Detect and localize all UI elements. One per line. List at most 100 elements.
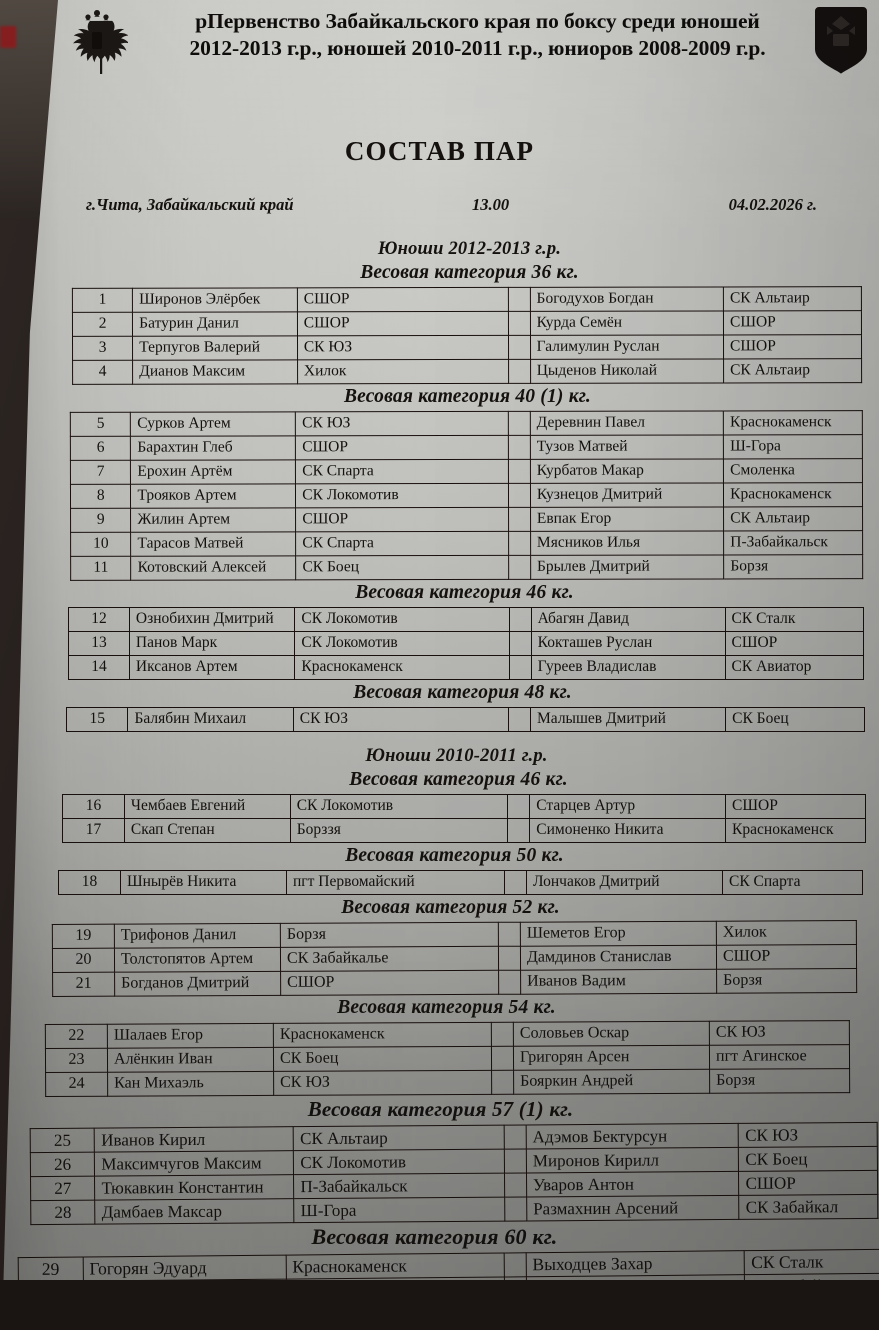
- blue-boxer-club: пгт Агинское: [709, 1044, 850, 1070]
- blue-boxer-name: Иванов Вадим: [520, 969, 717, 995]
- row-number: 3: [72, 336, 133, 361]
- row-number: 31: [19, 1305, 84, 1330]
- row-number: 2: [72, 312, 133, 337]
- red-boxer-club: СК Локомотив: [294, 631, 510, 656]
- row-number: 30: [18, 1281, 83, 1306]
- corner-spacer: [504, 1148, 527, 1174]
- red-boxer-club: СК Забайкалье: [280, 946, 499, 972]
- red-boxer-club: Ш-Гора: [294, 1197, 506, 1223]
- red-boxer-club: СК Локомотив: [294, 607, 510, 632]
- corner-spacer: [507, 818, 531, 843]
- corner-spacer: [508, 531, 531, 556]
- red-boxer-name: Батурин Данил: [132, 311, 298, 337]
- corner-spacer: [508, 359, 531, 384]
- red-boxer-name: Дианов Максим: [132, 359, 298, 385]
- row-number: 23: [45, 1048, 108, 1073]
- pairs-table: 12 Ознобихин Дмитрий СК Локомотив Абагян Да…: [68, 607, 865, 680]
- row-number: 25: [30, 1128, 95, 1153]
- row-number: 1: [72, 288, 133, 313]
- zabaykalsky-krai-coat-of-arms: [813, 4, 869, 80]
- blue-boxer-name: Лончаков Дмитрий: [526, 870, 723, 895]
- row-number: 21: [52, 972, 115, 997]
- weight-category-heading: Весовая категория 48 кг.: [353, 682, 572, 703]
- weight-category-heading: Весовая категория 57 (1) кг.: [307, 1097, 574, 1121]
- red-boxer-club: СК Спарта: [295, 459, 509, 484]
- weight-category-heading: Весовая категория 52 кг.: [341, 897, 560, 918]
- row-number: 10: [70, 532, 132, 557]
- blue-boxer-club: СШОР: [716, 944, 857, 970]
- row-number: 19: [52, 924, 115, 949]
- red-boxer-name: Чембаев Евгений: [123, 794, 291, 819]
- blue-boxer-club: СШОР: [723, 310, 862, 335]
- blue-boxer-club: СШОР: [738, 1170, 878, 1196]
- red-boxer-club: П-Забайкальск: [293, 1173, 505, 1199]
- blue-boxer-name: Тузов Матвей: [530, 434, 724, 460]
- corner-spacer: [508, 607, 532, 632]
- pairs-table: 29 Гогорян Эдуард Краснокаменск Выходцев За…: [18, 1249, 879, 1330]
- table-row: 5 Сурков Артем СК ЮЗ Деревнин Павел Краснока…: [70, 410, 863, 437]
- red-boxer-club: Хилок: [285, 1276, 505, 1280]
- weight-category-section: 5 Сурков Артем СК ЮЗ Деревнин Павел Краснока…: [70, 410, 863, 581]
- blue-boxer-club: СК Забайкал: [739, 1194, 878, 1220]
- blue-boxer-club: СК Спарта: [722, 870, 863, 895]
- table-row: 10 Тарасов Матвей СК Спарта Мясников Илья П-…: [70, 530, 863, 557]
- blue-boxer-club: Краснокаменск: [723, 482, 863, 507]
- weight-category-section: 29 Гогорян Эдуард Краснокаменск Выходцев За…: [18, 1249, 879, 1330]
- red-boxer-name: Кан Михаэль: [107, 1071, 274, 1097]
- meta-date: 04.02.2026 г.: [728, 195, 817, 214]
- row-number: 16: [62, 794, 125, 819]
- corner-spacer: [504, 1124, 527, 1150]
- blue-boxer-club: Борзя: [709, 1068, 850, 1094]
- row-number: 22: [45, 1024, 108, 1049]
- blue-boxer-club: СК Сталк: [744, 1249, 879, 1275]
- pairs-table: 22 Шалаев Егор Краснокаменск Соловьев Оскар…: [45, 1020, 850, 1097]
- red-boxer-name: Жилин Артем: [130, 507, 296, 533]
- red-boxer-club: СШОР: [297, 287, 509, 312]
- corner-spacer: [508, 631, 532, 656]
- page-title: СОСТАВ ПАР: [344, 136, 535, 166]
- red-boxer-club: пгт Первомайский: [286, 870, 505, 895]
- blue-boxer-name: Симоненко Никита: [529, 818, 727, 843]
- red-boxer-name: Иванов Кирил: [94, 1126, 294, 1153]
- table-row: 1 Широнов Элёрбек СШОР Богодухов Богдан СК А…: [72, 286, 862, 313]
- blue-boxer-name: Курбатов Макар: [530, 458, 724, 484]
- blue-boxer-club: Краснокаменск: [723, 410, 863, 435]
- red-boxer-name: Шалаев Егор: [107, 1023, 274, 1049]
- red-boxer-club: Краснокаменск: [285, 1252, 505, 1280]
- blue-boxer-name: Григорян Арсен: [513, 1045, 710, 1071]
- masthead-title-line1: рПервенство Забайкальского края по боксу…: [195, 9, 760, 33]
- blue-boxer-club: СК Альтаир: [723, 506, 863, 531]
- red-boxer-club: Хилок: [297, 359, 509, 384]
- pairs-table: 1 Широнов Элёрбек СШОР Богодухов Богдан СК А…: [72, 286, 862, 385]
- corner-spacer: [508, 707, 532, 732]
- red-boxer-name: Панов Марк: [128, 631, 296, 656]
- table-row: 7 Ерохин Артём СК Спарта Курбатов Макар Смол…: [70, 458, 863, 485]
- blue-boxer-club: СК Забайка: [744, 1273, 879, 1280]
- corner-spacer: [504, 1276, 527, 1280]
- blue-boxer-club: Борзя: [716, 968, 857, 994]
- table-row: 8 Трояков Артем СК Локомотив Кузнецов Дмитр…: [70, 482, 863, 509]
- pairs-table: 15 Балябин Михаил СК ЮЗ Малышев Дмитрий СК Б…: [65, 707, 865, 732]
- group-heading: Юноши 2012-2013 г.р.: [377, 239, 562, 259]
- blue-boxer-club: П-Забайкальск: [723, 530, 863, 555]
- blue-boxer-name: Галимулин Руслан: [530, 334, 724, 360]
- weight-category-section: 22 Шалаев Егор Краснокаменск Соловьев Оскар…: [45, 1020, 870, 1097]
- red-boxer-club: СК Спарта: [295, 531, 509, 556]
- blue-boxer-name: Адэмов Бектурсун: [526, 1123, 739, 1149]
- weight-category-heading: Весовая категория 46 кг.: [355, 582, 574, 603]
- corner-spacer: [498, 922, 521, 947]
- table-row: 17 Скап Степан Борззя Симоненко Никита Красн…: [62, 818, 866, 843]
- weight-category-heading: Весовая категория 36 кг.: [360, 262, 579, 283]
- corner-spacer: [508, 287, 531, 312]
- corner-spacer: [498, 970, 521, 995]
- row-number: 7: [70, 460, 131, 485]
- blue-boxer-name: Деревнин Павел: [530, 410, 724, 436]
- corner-spacer: [504, 870, 527, 895]
- red-boxer-name: Широнов Элёрбек: [132, 287, 298, 313]
- blue-boxer-club: Смоленка: [723, 458, 863, 483]
- table-row: 21 Богданов Дмитрий СШОР Иванов Вадим Борзя: [52, 968, 857, 997]
- table-row: 14 Иксанов Артем Краснокаменск Гуреев Влади…: [68, 655, 865, 680]
- blue-boxer-club: СШОР: [723, 334, 862, 359]
- blue-boxer-name: Размахнин Арсений: [526, 1195, 740, 1221]
- red-boxer-club: СК ЮЗ: [295, 411, 509, 436]
